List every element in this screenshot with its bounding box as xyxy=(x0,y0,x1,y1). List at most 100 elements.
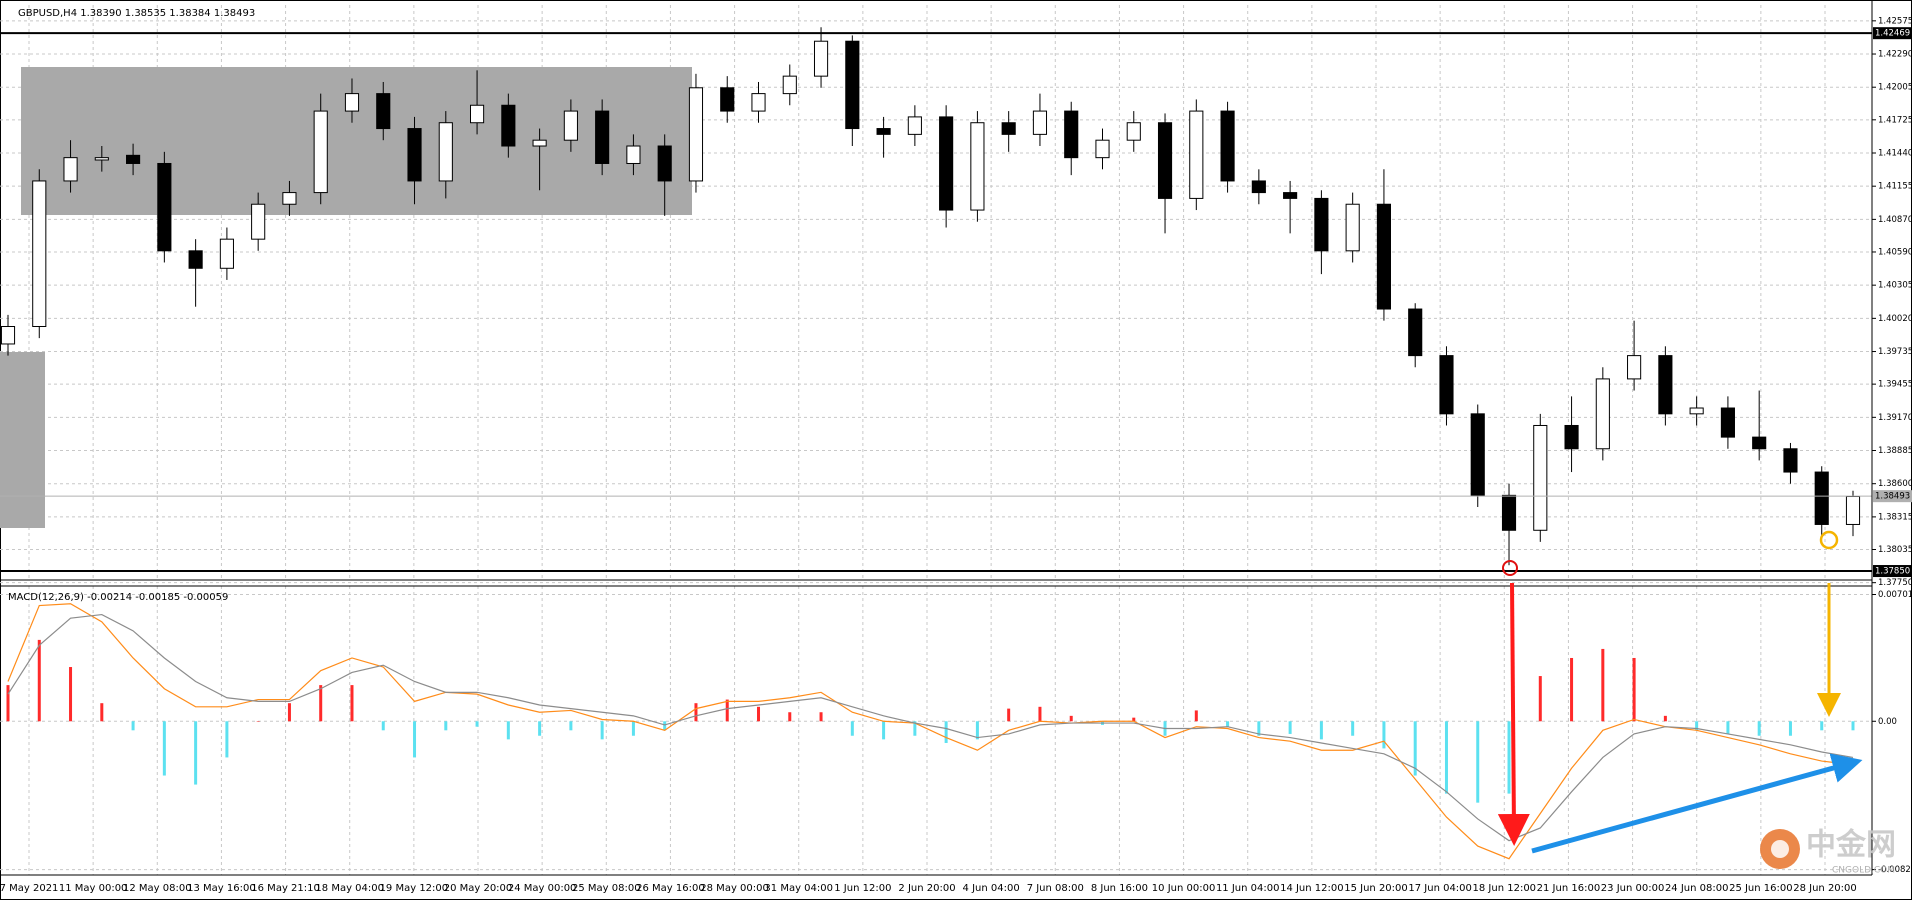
candle-body xyxy=(313,110,328,194)
x-tick-label: 24 May 00:00 xyxy=(508,883,577,894)
histogram-bar xyxy=(1257,721,1261,736)
candle-body xyxy=(1376,203,1391,310)
y-tick-label: 1.39170 xyxy=(1878,413,1912,423)
candle-body xyxy=(1533,424,1548,531)
candle-body xyxy=(1627,355,1642,380)
histogram-bar xyxy=(882,721,886,740)
y-tick-label: 1.38315 xyxy=(1878,512,1912,522)
candle-body xyxy=(845,40,860,130)
histogram-bar xyxy=(1038,706,1042,722)
x-tick-label: 21 Jun 16:00 xyxy=(1537,883,1601,894)
histogram-bar xyxy=(1444,721,1448,794)
y-tick-label: 0.00 xyxy=(1878,717,1897,727)
candle-body xyxy=(219,238,234,269)
histogram-bar xyxy=(694,703,698,722)
x-tick-label: 11 May 00:00 xyxy=(59,883,128,894)
candle-body xyxy=(1001,122,1016,135)
histogram-bar xyxy=(1194,710,1198,722)
x-tick-label: 2 Jun 20:00 xyxy=(898,883,955,894)
candle-body xyxy=(1189,110,1204,199)
y-tick-label: 1.42005 xyxy=(1878,83,1912,93)
histogram-bar xyxy=(1319,721,1323,740)
x-tick-label: 23 Jun 00:00 xyxy=(1601,883,1665,894)
histogram-bar xyxy=(162,721,166,776)
histogram-bar xyxy=(1476,721,1480,803)
histogram-bar xyxy=(444,721,448,731)
candle-body xyxy=(595,110,610,164)
level-label: 1.42469 xyxy=(1875,29,1910,39)
histogram-bar xyxy=(475,721,479,727)
y-tick-label: 1.39735 xyxy=(1878,347,1912,357)
watermark-logo xyxy=(1771,840,1789,858)
candle-body xyxy=(1220,110,1235,182)
y-tick-label: 1.40020 xyxy=(1878,314,1912,324)
x-tick-label: 13 May 16:00 xyxy=(187,883,256,894)
candle-body xyxy=(470,104,485,124)
histogram-bar xyxy=(37,639,41,722)
candle-body xyxy=(563,110,578,141)
candle-body xyxy=(438,122,453,182)
histogram-bar xyxy=(1413,721,1417,776)
histogram-bar xyxy=(131,721,135,731)
y-tick-label: 1.40305 xyxy=(1878,281,1912,291)
x-tick-label: 10 Jun 00:00 xyxy=(1152,883,1216,894)
divergence-arrow xyxy=(1531,753,1863,854)
candle-body xyxy=(1345,203,1360,252)
candle-body xyxy=(532,139,547,147)
y-tick-label: 1.42290 xyxy=(1878,50,1912,60)
histogram-bar xyxy=(757,706,761,722)
histogram-bar xyxy=(256,721,260,722)
candle-body xyxy=(1564,424,1579,450)
candle-body xyxy=(782,75,797,95)
x-tick-label: 17 Jun 04:00 xyxy=(1408,883,1472,894)
y-tick-label: 1.38035 xyxy=(1878,545,1912,555)
watermark: 中金网 xyxy=(1806,828,1896,863)
arrow xyxy=(1497,582,1530,846)
x-tick-label: 20 May 20:00 xyxy=(444,883,513,894)
histogram-bar xyxy=(569,721,573,731)
y-tick-label: 1.41725 xyxy=(1878,115,1912,125)
range-zone xyxy=(21,67,692,215)
x-tick-label: 19 May 12:00 xyxy=(380,883,449,894)
histogram-bar xyxy=(663,721,667,731)
histogram-bar xyxy=(1538,676,1542,722)
histogram-bar xyxy=(69,667,73,722)
x-tick-label: 7 May 2021 xyxy=(0,883,58,894)
candle-body xyxy=(1689,407,1704,415)
candle-body xyxy=(1470,413,1485,496)
histogram-bar xyxy=(1069,715,1073,722)
x-tick-label: 16 May 21:10 xyxy=(251,883,320,894)
histogram-bar xyxy=(506,721,510,740)
histogram-bar xyxy=(1788,721,1792,736)
histogram-bar xyxy=(538,721,542,736)
candle-body xyxy=(876,128,891,135)
histogram-bar xyxy=(788,712,792,722)
candle-body xyxy=(626,145,641,164)
candle-body xyxy=(376,93,391,130)
watermark-site: CNGOLD.COM xyxy=(1832,866,1895,876)
candle-body xyxy=(1783,448,1798,473)
range-zone xyxy=(0,352,45,528)
candle-body xyxy=(1095,139,1110,159)
candle-body xyxy=(751,93,766,112)
x-tick-label: 18 May 04:00 xyxy=(315,883,384,894)
histogram-bar xyxy=(287,703,291,722)
y-tick-label: 1.37750 xyxy=(1878,578,1912,588)
candle-body xyxy=(1439,355,1454,415)
candle-body xyxy=(1251,180,1266,194)
x-tick-label: 28 Jun 20:00 xyxy=(1793,883,1857,894)
candle-body xyxy=(1752,436,1767,450)
histogram-bar xyxy=(381,721,385,731)
candle-body xyxy=(1595,378,1610,450)
candle-body xyxy=(1157,122,1173,199)
candle-body xyxy=(282,192,297,205)
candle-body xyxy=(1126,122,1141,141)
candle-body xyxy=(1064,110,1079,159)
histogram-bar xyxy=(600,721,604,740)
x-tick-label: 24 Jun 08:00 xyxy=(1665,883,1729,894)
level-tag xyxy=(1873,490,1912,503)
candle-body xyxy=(1658,355,1673,415)
histogram-bar xyxy=(1820,721,1824,731)
x-tick-label: 1 Jun 12:00 xyxy=(834,883,891,894)
candle-body xyxy=(1845,496,1861,525)
